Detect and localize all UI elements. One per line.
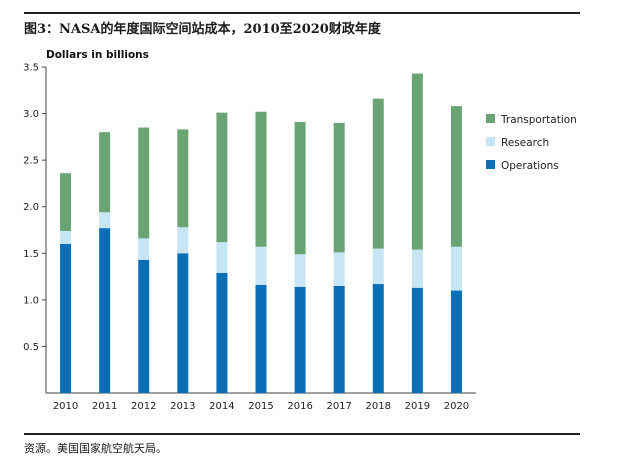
- x-tick-label: 2014: [209, 401, 234, 412]
- bar-operations-2013: [177, 253, 189, 393]
- y-axis-label: Dollars in billions: [46, 49, 149, 61]
- x-tick-label: 2017: [326, 401, 351, 412]
- bar-operations-2016: [294, 286, 306, 393]
- bar-operations-2014: [216, 272, 228, 393]
- y-tick-label: 1.5: [23, 249, 39, 260]
- bar-operations-2019: [411, 287, 423, 393]
- bars: [60, 73, 462, 393]
- bar-transportation-2012: [138, 127, 150, 239]
- legend-label-research: Research: [501, 137, 549, 149]
- x-tick-label: 2013: [170, 401, 195, 412]
- bar-operations-2020: [450, 290, 462, 393]
- x-tick-label: 2010: [53, 401, 78, 412]
- legend: Transportation Research Operations: [486, 114, 577, 172]
- x-tick-label: 2015: [248, 401, 273, 412]
- axes: Dollars in billions 0.5 1.0 1.5 2.0 2.5 3.0 3.5…: [23, 49, 476, 412]
- bar-research-2013: [177, 227, 189, 254]
- source-note: 资源。美国国家航空航天局。: [24, 442, 167, 455]
- bar-operations-2018: [372, 284, 384, 393]
- bar-operations-2010: [60, 243, 72, 393]
- bar-research-2012: [138, 238, 150, 260]
- legend-swatch-research: [486, 137, 495, 146]
- bar-research-2016: [294, 254, 306, 287]
- bar-research-2020: [450, 246, 462, 291]
- bar-research-2010: [60, 230, 72, 244]
- x-tick-label: 2011: [92, 401, 117, 412]
- bar-transportation-2019: [411, 73, 423, 250]
- bar-operations-2015: [255, 284, 267, 393]
- legend-swatch-operations: [486, 160, 495, 169]
- bar-transportation-2015: [255, 111, 267, 247]
- bar-research-2018: [372, 248, 384, 285]
- legend-label-transportation: Transportation: [500, 114, 577, 126]
- bar-transportation-2018: [372, 98, 384, 249]
- y-tick-label: 0.5: [23, 342, 39, 353]
- y-tick-label: 3.0: [23, 109, 39, 120]
- bar-research-2019: [411, 249, 423, 288]
- bar-research-2015: [255, 246, 267, 285]
- bar-research-2011: [99, 212, 111, 229]
- bar-operations-2017: [333, 285, 345, 393]
- bar-research-2017: [333, 252, 345, 286]
- bar-transportation-2013: [177, 129, 189, 228]
- bottom-rule: [24, 433, 580, 435]
- x-tick-label: 2018: [366, 401, 391, 412]
- legend-label-operations: Operations: [501, 160, 559, 172]
- y-tick-label: 1.0: [23, 295, 39, 306]
- bar-research-2014: [216, 242, 228, 273]
- top-rule: [24, 12, 580, 14]
- y-tick-label: 2.0: [23, 202, 39, 213]
- figure-title: 图3：NASA的年度国际空间站成本，2010至2020财政年度: [24, 22, 381, 37]
- bar-transportation-2017: [333, 122, 345, 253]
- x-tick-label: 2016: [287, 401, 312, 412]
- x-tick-label: 2019: [405, 401, 430, 412]
- bar-transportation-2010: [60, 173, 72, 231]
- x-tick-label: 2020: [444, 401, 469, 412]
- bar-operations-2011: [99, 228, 111, 393]
- bar-transportation-2014: [216, 112, 228, 243]
- x-tick-label: 2012: [131, 401, 156, 412]
- legend-swatch-transportation: [486, 114, 495, 123]
- bar-transportation-2020: [450, 106, 462, 247]
- y-tick-label: 2.5: [23, 156, 39, 167]
- bar-transportation-2016: [294, 121, 306, 255]
- y-tick-label: 3.5: [23, 63, 39, 74]
- bar-operations-2012: [138, 259, 150, 393]
- bar-transportation-2011: [99, 132, 111, 213]
